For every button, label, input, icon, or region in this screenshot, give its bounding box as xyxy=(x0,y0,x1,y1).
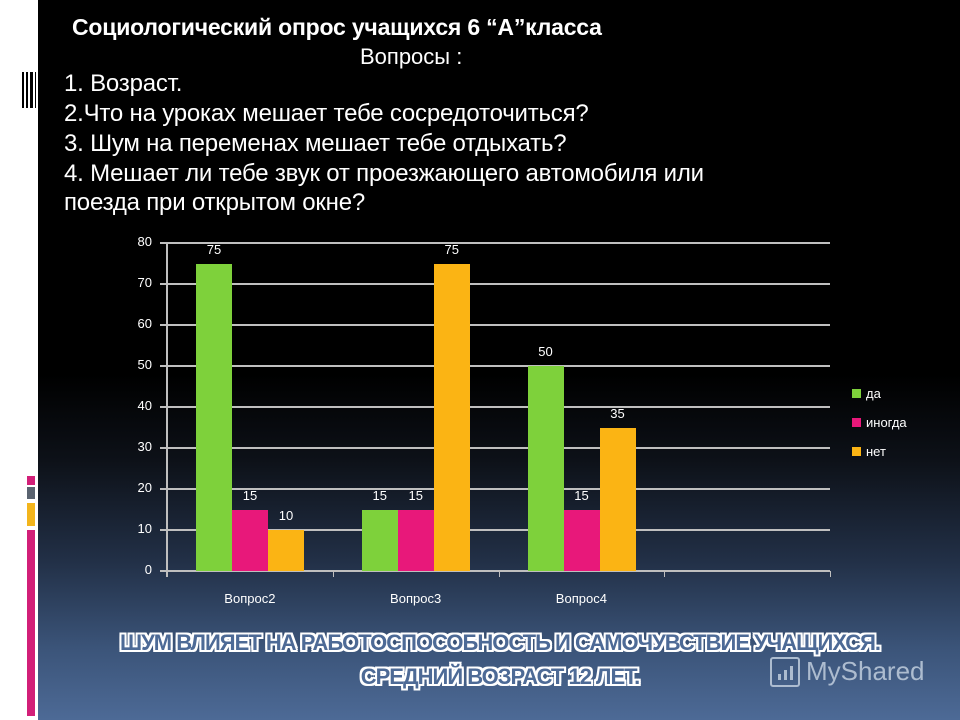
slide-background xyxy=(38,0,960,720)
question-3: 3. Шум на переменах мешает тебе отдыхать… xyxy=(64,130,567,157)
bar-иногда xyxy=(232,509,268,571)
data-label: 15 xyxy=(372,487,387,503)
data-label: 50 xyxy=(538,344,553,359)
y-tick-label: 40 xyxy=(137,398,152,413)
question-2: 2.Что на уроках мешает тебе сосредоточит… xyxy=(64,100,589,127)
gridline xyxy=(160,283,830,285)
left-decor-strip xyxy=(0,0,38,720)
legend-label: да xyxy=(866,386,881,401)
x-tick xyxy=(167,571,168,577)
accent-gray xyxy=(27,487,35,499)
y-tick-label: 10 xyxy=(137,521,152,536)
bar-иногда xyxy=(397,509,434,571)
gridline xyxy=(160,447,830,449)
watermark: MyShared xyxy=(770,656,925,687)
gridline xyxy=(160,365,830,367)
y-axis-line xyxy=(166,243,168,577)
y-tick-label: 70 xyxy=(137,275,152,290)
conclusion-line-1: ШУМ ВЛИЯЕТ НА РАБОТОСПОСОБНОСТЬ И САМОЧУ… xyxy=(119,630,881,655)
x-category-label: Вопрос3 xyxy=(390,591,442,606)
bar-иногда xyxy=(563,509,600,571)
y-tick-label: 20 xyxy=(137,480,152,495)
x-tick xyxy=(332,571,334,577)
legend-item-0: да xyxy=(852,386,881,401)
bar-нет xyxy=(433,263,470,571)
y-tick-label: 80 xyxy=(137,234,152,249)
y-tick-label: 50 xyxy=(137,357,152,372)
data-label: 15 xyxy=(574,487,589,503)
presentation-icon xyxy=(770,656,800,687)
y-tick-label: 30 xyxy=(137,439,152,454)
conclusion-line-2: СРЕДНИЙ ВОЗРАСТ 12 ЛЕТ. xyxy=(360,664,641,689)
legend-item-1: иногда xyxy=(852,415,907,430)
legend-swatch xyxy=(852,447,861,456)
data-label: 35 xyxy=(610,405,625,421)
watermark-text: MyShared xyxy=(806,656,925,686)
bar-да xyxy=(527,366,564,571)
x-tick xyxy=(664,571,666,577)
question-4-cont: поезда при открытом окне? xyxy=(64,189,366,216)
legend-swatch xyxy=(852,418,861,427)
bar-да xyxy=(361,509,398,571)
data-label: 75 xyxy=(206,241,222,257)
accent-pink-tall xyxy=(27,530,35,716)
gridline xyxy=(160,570,830,572)
legend-label: иногда xyxy=(866,415,907,430)
y-tick-label: 0 xyxy=(144,562,152,577)
bar-нет xyxy=(268,530,304,571)
y-tick-label: 60 xyxy=(137,316,152,331)
data-label: 10 xyxy=(278,508,294,523)
gridline xyxy=(160,488,830,490)
x-category-label: Вопрос2 xyxy=(224,591,276,606)
question-4: 4. Мешает ли тебе звук от проезжающего а… xyxy=(64,160,704,187)
gridline xyxy=(160,529,830,531)
data-label: 15 xyxy=(408,487,423,503)
legend-item-2: нет xyxy=(852,444,886,459)
bar-нет xyxy=(599,427,636,571)
gridline xyxy=(160,242,830,244)
slide-title: Социологический опрос учащихся 6 “А”клас… xyxy=(72,14,602,40)
gridline xyxy=(160,406,830,408)
legend-swatch xyxy=(852,389,861,398)
accent-pink-small xyxy=(27,476,35,485)
question-1: 1. Возраст. xyxy=(64,70,183,97)
accent-yellow xyxy=(27,503,35,526)
data-label: 15 xyxy=(242,487,258,503)
x-category-label: Вопрос4 xyxy=(555,591,607,606)
x-tick xyxy=(830,571,831,577)
legend-label: нет xyxy=(866,444,886,459)
gridline xyxy=(160,324,830,326)
x-tick xyxy=(498,571,500,577)
bar-да xyxy=(196,263,232,571)
slide-subtitle: Вопросы : xyxy=(360,44,463,69)
barcode-decoration xyxy=(22,72,36,108)
data-label: 75 xyxy=(444,241,459,257)
